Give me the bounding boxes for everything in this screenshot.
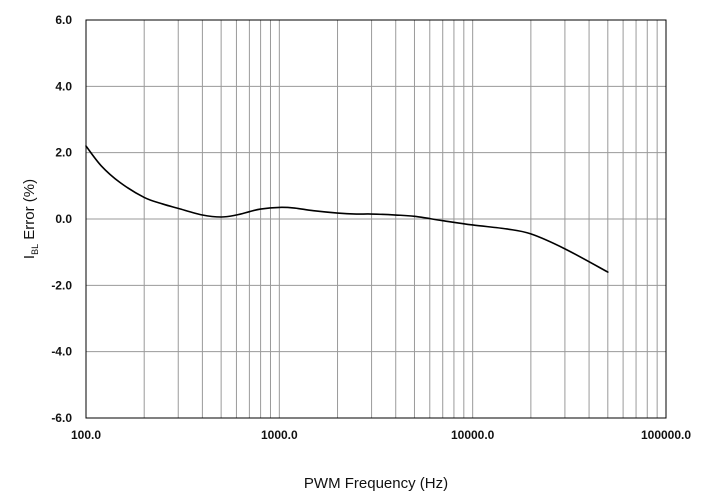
y-axis-title: IBL Error (%) bbox=[21, 179, 40, 259]
y-tick-labels: 6.0 4.0 2.0 0.0 -2.0 -4.0 -6.0 bbox=[51, 13, 72, 425]
y-tick-label: 6.0 bbox=[55, 13, 72, 27]
y-tick-label: -6.0 bbox=[51, 411, 72, 425]
grid bbox=[86, 20, 666, 418]
y-tick-label: -2.0 bbox=[51, 278, 72, 292]
x-tick-labels: 100.0 1000.0 10000.0 100000.0 bbox=[71, 428, 691, 442]
series-line bbox=[85, 145, 609, 273]
y-tick-label: 4.0 bbox=[55, 79, 72, 93]
plot-frame bbox=[85, 19, 667, 419]
y-axis-title-subscript: BL bbox=[30, 244, 40, 255]
y-tick-label: 0.0 bbox=[55, 212, 72, 226]
y-axis-title-symbol: I bbox=[21, 255, 38, 259]
x-tick-label: 10000.0 bbox=[451, 428, 495, 442]
x-axis-title: PWM Frequency (Hz) bbox=[304, 475, 448, 492]
y-axis-title-text: Error (%) bbox=[21, 179, 38, 244]
x-tick-label: 100.0 bbox=[71, 428, 101, 442]
y-tick-label: -4.0 bbox=[51, 345, 72, 359]
x-tick-label: 1000.0 bbox=[261, 428, 298, 442]
series-layer bbox=[85, 145, 609, 273]
y-tick-label: 2.0 bbox=[55, 146, 72, 160]
x-tick-label: 100000.0 bbox=[641, 428, 691, 442]
